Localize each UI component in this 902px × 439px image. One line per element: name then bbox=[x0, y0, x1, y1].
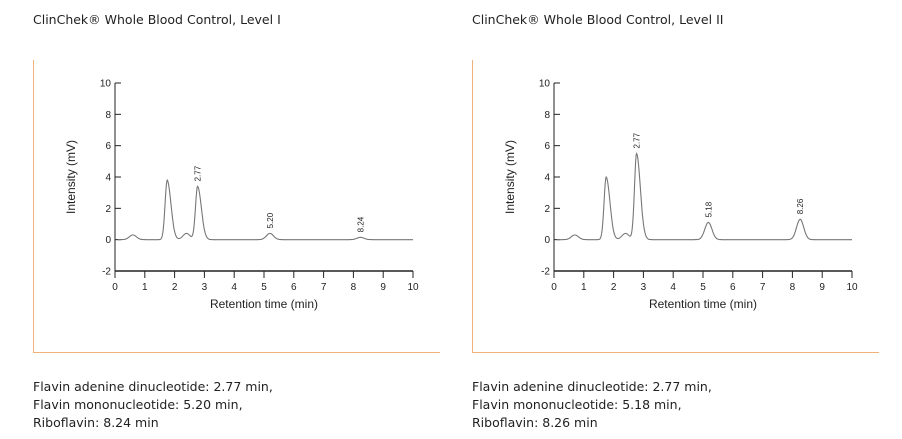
chromatogram-trace bbox=[557, 152, 852, 241]
x-tick-label: 7 bbox=[760, 282, 766, 293]
caption-riboflavin: Riboflavin: 8.24 min bbox=[33, 415, 159, 430]
x-tick-label: 2 bbox=[611, 282, 617, 293]
y-axis-title: Intensity (mV) bbox=[503, 140, 517, 214]
x-tick-label: 9 bbox=[819, 282, 825, 293]
x-tick-label: 7 bbox=[321, 282, 327, 293]
chart-frame bbox=[33, 60, 440, 353]
chromatogram-trace bbox=[118, 178, 413, 241]
y-tick-label: 0 bbox=[105, 235, 111, 246]
x-tick-label: 1 bbox=[581, 282, 587, 293]
y-tick-label: 10 bbox=[539, 79, 551, 90]
peak-label: 5.20 bbox=[266, 212, 275, 228]
peak-label: 2.77 bbox=[194, 165, 203, 181]
panel-title: ClinChek® Whole Blood Control, Level II bbox=[472, 12, 724, 27]
x-tick-label: 8 bbox=[790, 282, 796, 293]
panel-title: ClinChek® Whole Blood Control, Level I bbox=[33, 12, 281, 27]
x-tick-label: 8 bbox=[351, 282, 357, 293]
y-tick-label: 8 bbox=[105, 110, 111, 121]
chromatogram-panel-level-2: ClinChek® Whole Blood Control, Level II … bbox=[472, 0, 892, 439]
x-tick-label: 5 bbox=[700, 282, 706, 293]
y-tick-label: -2 bbox=[102, 267, 111, 278]
y-tick-label: 4 bbox=[105, 173, 111, 184]
x-tick-label: 0 bbox=[112, 282, 118, 293]
x-tick-label: 4 bbox=[670, 282, 676, 293]
peak-label: 8.26 bbox=[796, 198, 805, 214]
y-tick-label: -2 bbox=[541, 267, 550, 278]
chromatogram-panel-level-1: ClinChek® Whole Blood Control, Level I -… bbox=[33, 0, 453, 439]
caption-fmn: Flavin mononucleotide: 5.20 min, bbox=[33, 397, 243, 412]
x-tick-label: 0 bbox=[551, 282, 557, 293]
x-tick-label: 6 bbox=[291, 282, 297, 293]
caption-riboflavin: Riboflavin: 8.26 min bbox=[472, 415, 598, 430]
x-tick-label: 10 bbox=[846, 282, 858, 293]
x-tick-label: 10 bbox=[407, 282, 419, 293]
y-tick-label: 8 bbox=[544, 110, 550, 121]
x-tick-label: 9 bbox=[380, 282, 386, 293]
y-tick-label: 2 bbox=[544, 204, 550, 215]
caption-fmn: Flavin mononucleotide: 5.18 min, bbox=[472, 397, 682, 412]
y-tick-label: 2 bbox=[105, 204, 111, 215]
caption-fad: Flavin adenine dinucleotide: 2.77 min, bbox=[33, 379, 273, 394]
chart-frame bbox=[472, 60, 879, 353]
caption-fad: Flavin adenine dinucleotide: 2.77 min, bbox=[472, 379, 712, 394]
x-axis-title: Retention time (min) bbox=[649, 297, 757, 311]
x-tick-label: 5 bbox=[261, 282, 267, 293]
x-axis-title: Retention time (min) bbox=[210, 297, 318, 311]
y-tick-label: 10 bbox=[100, 79, 112, 90]
peak-label: 8.24 bbox=[357, 216, 366, 232]
y-tick-label: 6 bbox=[544, 141, 550, 152]
peak-label: 5.18 bbox=[704, 201, 713, 217]
x-tick-label: 1 bbox=[142, 282, 148, 293]
x-tick-label: 3 bbox=[202, 282, 208, 293]
x-tick-label: 3 bbox=[641, 282, 647, 293]
retention-times: Flavin adenine dinucleotide: 2.77 min, F… bbox=[472, 378, 712, 432]
y-axis-title: Intensity (mV) bbox=[64, 140, 78, 214]
y-tick-label: 6 bbox=[105, 141, 111, 152]
retention-times: Flavin adenine dinucleotide: 2.77 min, F… bbox=[33, 378, 273, 432]
x-tick-label: 6 bbox=[730, 282, 736, 293]
x-tick-label: 4 bbox=[231, 282, 237, 293]
x-tick-label: 2 bbox=[172, 282, 178, 293]
peak-label: 2.77 bbox=[633, 132, 642, 148]
y-tick-label: 4 bbox=[544, 173, 550, 184]
y-tick-label: 0 bbox=[544, 235, 550, 246]
